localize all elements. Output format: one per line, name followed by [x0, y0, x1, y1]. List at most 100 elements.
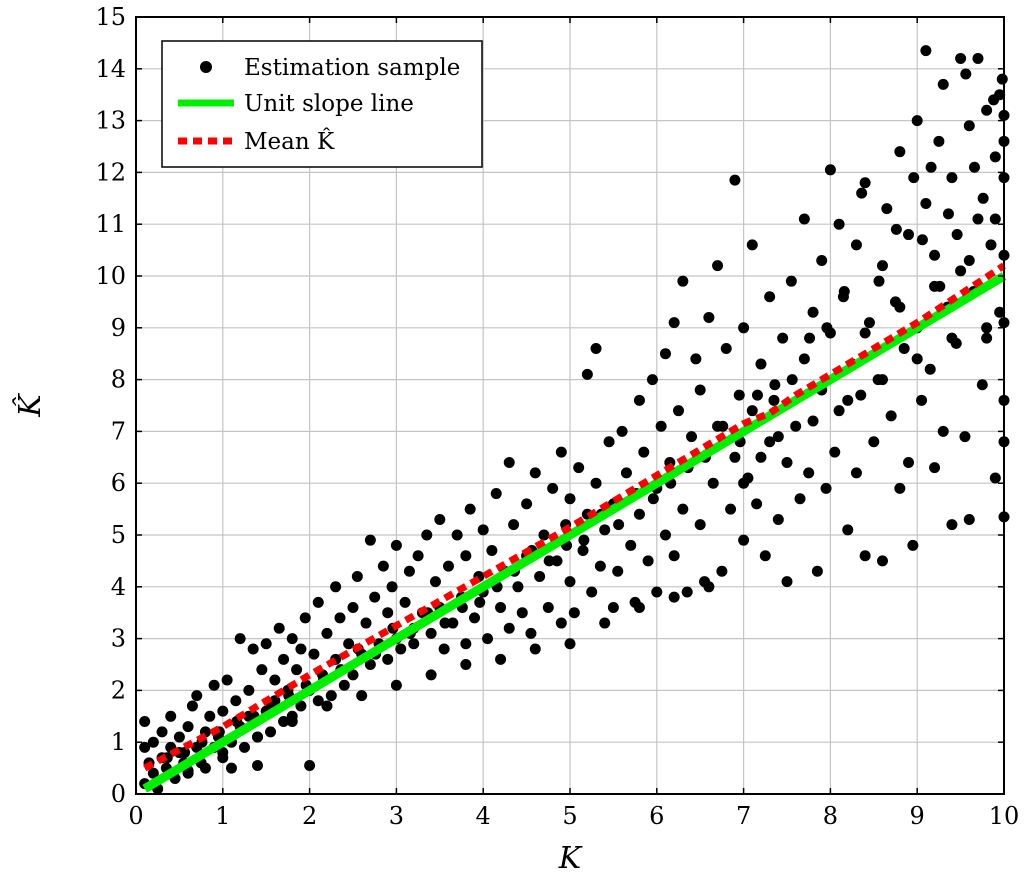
scatter-point [925, 161, 937, 173]
scatter-point [746, 239, 758, 251]
x-tick-label: 8 [823, 802, 838, 830]
scatter-point [364, 534, 376, 546]
scatter-point [243, 684, 255, 696]
scatter-point [390, 539, 402, 551]
scatter-point [412, 550, 424, 562]
scatter-point [908, 172, 920, 184]
scatter-point [768, 394, 780, 406]
scatter-point [972, 52, 984, 64]
scatter-point [668, 550, 680, 562]
legend-label-unit-slope-line: Unit slope line [244, 91, 414, 117]
scatter-point [868, 436, 880, 448]
unit-slope-line [142, 272, 1007, 793]
scatter-point [655, 420, 667, 432]
scatter-point [295, 700, 307, 712]
y-tick-label: 6 [111, 469, 126, 497]
scatter-point [633, 508, 645, 520]
scatter-point [590, 477, 602, 489]
scatter-point [920, 197, 932, 209]
scatter-point [725, 503, 737, 515]
scatter-point [286, 715, 298, 727]
scatter-point [234, 633, 246, 645]
scatter-point [247, 643, 259, 655]
scatter-point [738, 322, 750, 334]
scatter-point [755, 358, 767, 370]
scatter-point [581, 368, 593, 380]
scatter-point [179, 747, 191, 759]
scatter-point [863, 317, 875, 329]
scatter-point [856, 187, 868, 199]
scatter-point [325, 690, 337, 702]
scatter-point [894, 146, 906, 158]
scatter-point [959, 431, 971, 443]
scatter-point [460, 659, 472, 670]
scatter-point [707, 477, 719, 489]
scatter-point [963, 513, 975, 525]
scatter-point [312, 596, 324, 608]
scatter-point [382, 607, 394, 619]
scatter-point [239, 741, 250, 753]
scatter-point [447, 617, 459, 629]
scatter-point [147, 767, 159, 779]
scatter-point [989, 213, 1001, 225]
mean-k-hat-line [143, 262, 1006, 772]
scatter-point [395, 643, 407, 655]
scatter-point [278, 653, 290, 665]
scatter-point [876, 555, 888, 567]
scatter-point [907, 539, 919, 551]
scatter-point [746, 405, 758, 417]
scatter-point [156, 726, 168, 738]
scatter-point [139, 741, 151, 753]
scatter-point [850, 467, 862, 479]
scatter-point [586, 586, 598, 598]
scatter-point [859, 177, 871, 189]
scatter-point [977, 192, 989, 204]
scatter-point [525, 627, 537, 639]
x-tick-label: 1 [215, 802, 230, 830]
scatter-point [686, 431, 698, 443]
scatter-point [673, 405, 684, 417]
scatter-point [308, 648, 320, 660]
scatter-point [382, 653, 394, 665]
x-tick-label: 4 [476, 802, 491, 830]
scatter-point [503, 622, 515, 634]
scatter-point [981, 332, 993, 344]
scatter-point [729, 174, 741, 186]
scatter-point [798, 213, 810, 225]
scatter-point [911, 115, 923, 127]
scatter-point [265, 726, 277, 738]
scatter-point [330, 581, 342, 593]
scatter-point [139, 715, 151, 727]
scatter-point [543, 555, 555, 567]
scatter-point [794, 493, 806, 505]
scatter-point [408, 638, 420, 650]
scatter-point [751, 389, 763, 401]
scatter-point [564, 638, 576, 650]
scatter-point [225, 762, 237, 774]
y-tick-label: 12 [95, 158, 126, 186]
scatter-point [577, 545, 589, 557]
x-tick-label: 9 [910, 802, 925, 830]
scatter-point [981, 322, 993, 334]
scatter-point [495, 653, 507, 665]
scatter-point [988, 94, 1000, 106]
scatter-point [972, 213, 984, 225]
scatter-point [434, 513, 446, 525]
scatter-point [960, 68, 972, 80]
scatter-point [981, 104, 993, 116]
scatter-point [403, 565, 415, 577]
scatter-point [182, 721, 194, 733]
scatter-point [547, 482, 559, 494]
scatter-point [659, 529, 671, 541]
scatter-point [295, 643, 307, 655]
scatter-point [807, 306, 819, 318]
scatter-point [859, 550, 871, 562]
scatter-point [911, 353, 923, 365]
scatter-point [890, 223, 902, 235]
scatter-point [804, 332, 816, 344]
scatter-point [555, 617, 567, 629]
x-tick-label: 5 [562, 802, 577, 830]
scatter-point [429, 576, 441, 588]
scatter-point [603, 436, 615, 448]
scatter-point [439, 617, 451, 629]
